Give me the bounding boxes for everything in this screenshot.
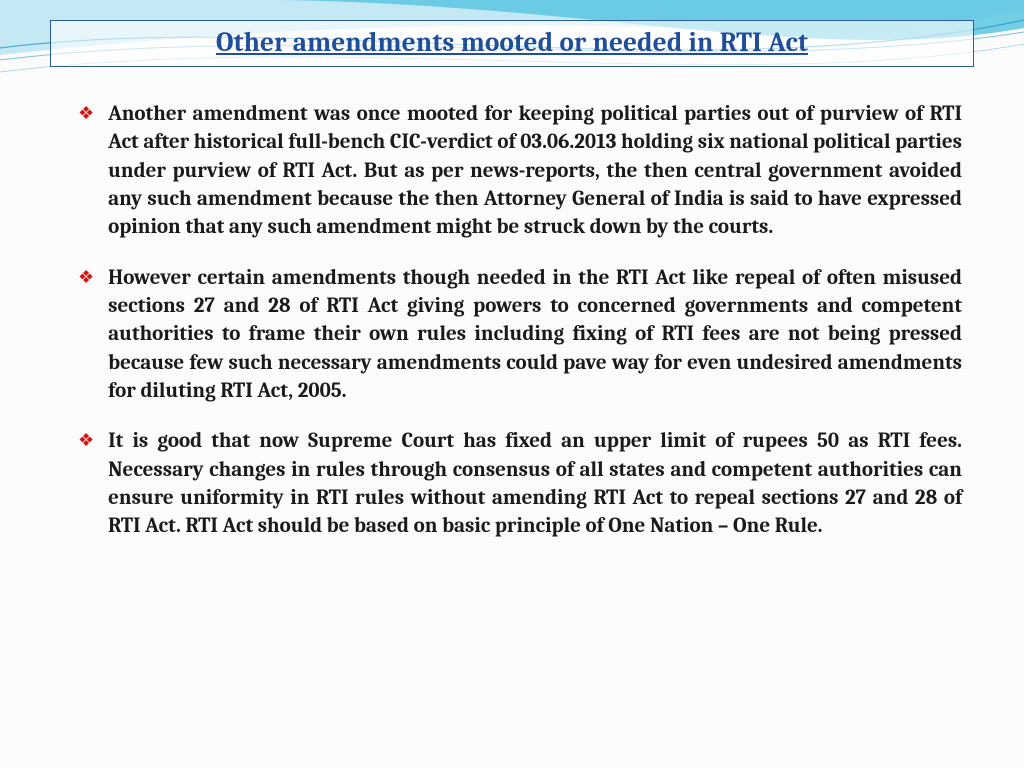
- diamond-bullet-icon: ❖: [78, 101, 94, 127]
- diamond-bullet-icon: ❖: [78, 265, 94, 291]
- bullet-text: Another amendment was once mooted for ke…: [108, 100, 962, 242]
- slide-title: Other amendments mooted or needed in RTI…: [61, 27, 963, 58]
- slide-body: ❖ Another amendment was once mooted for …: [78, 100, 962, 563]
- bullet-item: ❖ It is good that now Supreme Court has …: [78, 427, 962, 540]
- slide-title-box: Other amendments mooted or needed in RTI…: [50, 20, 974, 67]
- bullet-item: ❖ Another amendment was once mooted for …: [78, 100, 962, 242]
- bullet-text: It is good that now Supreme Court has fi…: [108, 427, 962, 540]
- diamond-bullet-icon: ❖: [78, 428, 94, 454]
- bullet-text: However certain amendments though needed…: [108, 264, 962, 406]
- bullet-item: ❖ However certain amendments though need…: [78, 264, 962, 406]
